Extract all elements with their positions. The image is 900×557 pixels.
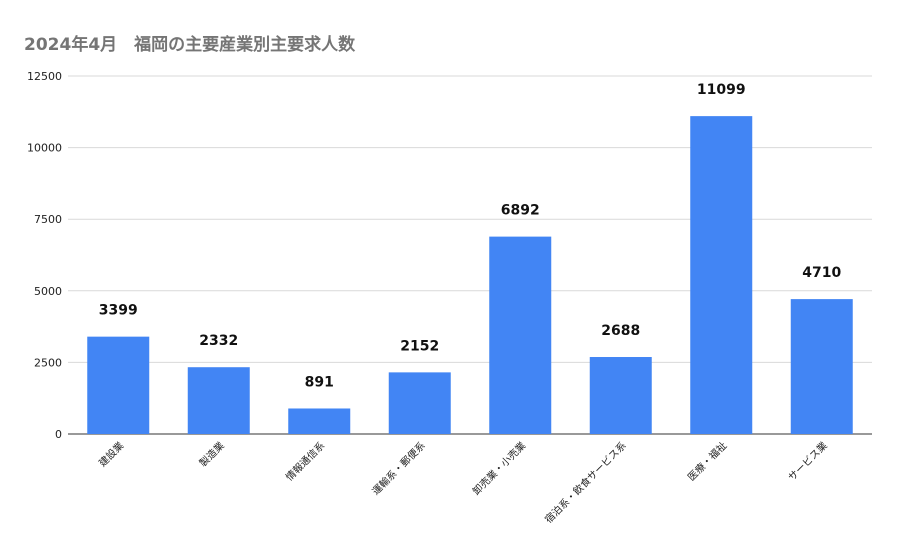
data-label: 2688 (601, 323, 640, 339)
data-label: 891 (305, 374, 334, 390)
bar (187, 367, 250, 434)
data-label: 4710 (802, 265, 841, 281)
data-label: 11099 (697, 82, 746, 98)
data-label: 3399 (99, 303, 138, 319)
category-label: 製造業 (196, 439, 226, 469)
y-tick-label: 5000 (34, 285, 62, 298)
bar (489, 236, 552, 434)
y-tick-label: 10000 (27, 142, 62, 155)
bar (87, 336, 150, 434)
y-tick-label: 0 (55, 428, 62, 441)
category-label: 運輸系・郵便系 (369, 439, 428, 498)
y-tick-label: 12500 (27, 70, 62, 83)
category-label: サービス業 (785, 439, 830, 484)
category-label: 卸売業・小売業 (470, 439, 529, 498)
bar (589, 357, 652, 434)
category-label: 医療・福祉 (685, 439, 730, 484)
bar (690, 116, 753, 435)
y-tick-label: 7500 (34, 213, 62, 226)
data-label: 2332 (199, 333, 238, 349)
bar (790, 299, 853, 434)
data-label: 2152 (400, 338, 439, 354)
category-label: 建設業 (96, 439, 126, 469)
chart-title: 2024年4月 福岡の主要産業別主要求人数 (24, 35, 356, 55)
data-label: 6892 (501, 203, 540, 219)
category-label: 宿泊系・飲食サービス系 (542, 439, 629, 526)
bar-layer (87, 116, 853, 435)
bar (388, 372, 451, 434)
y-tick-label: 2500 (34, 356, 62, 369)
bar (288, 408, 351, 434)
category-label: 情報通信系 (283, 439, 328, 484)
